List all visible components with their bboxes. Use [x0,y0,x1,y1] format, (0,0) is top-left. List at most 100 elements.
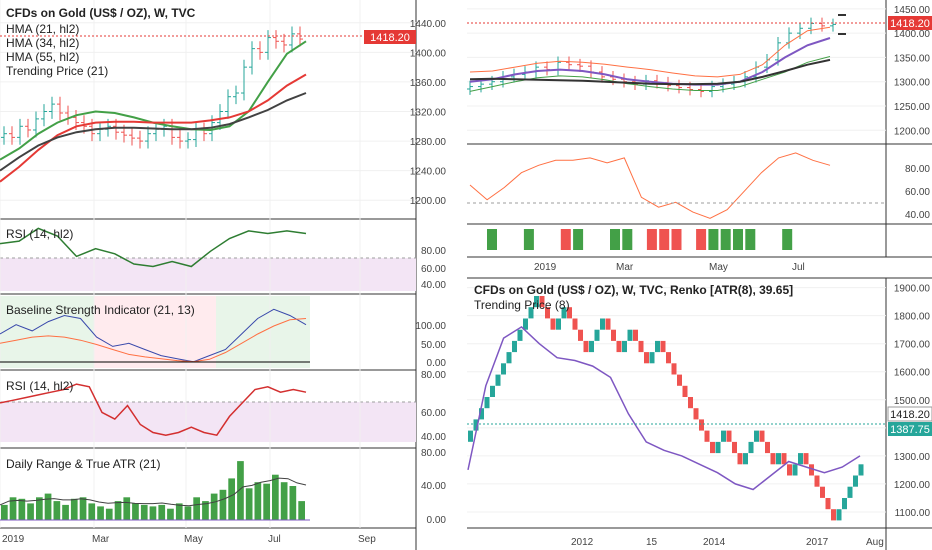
rsi1-tick: 40.00 [421,280,446,291]
renko-brick [561,307,567,319]
atr-bar [193,497,200,520]
rb-last-text: 1418.20 [890,409,930,421]
renko-brick [770,453,776,465]
left-price-axis: 1440.00 1400.00 1360.00 1320.00 1280.00 1240.… [410,19,447,526]
price-tick-label: 1200.00 [410,196,447,207]
renko-brick [677,374,682,386]
rt-dark-line [469,58,831,86]
legend-hma34: HMA (34, hl2) [6,36,79,50]
atr-bar [62,504,69,520]
renko-brick [589,340,594,353]
atr-bar [219,489,227,520]
renko-bricks [468,296,864,521]
time-tick: Mar [92,534,110,545]
atr-label: Daily Range & True ATR (21) [6,457,161,471]
renko-brick [715,441,721,454]
rsi2-tick: 40.00 [421,432,446,443]
price-tick-label: 1440.00 [410,19,447,30]
rsi2-line [0,383,307,437]
price-tick-label: 1700.00 [894,340,931,351]
rb-price-axis: 1900.001800.001700.001600.001500.001400.… [894,284,931,519]
atr-bar [105,508,113,520]
atr-bar [97,506,104,520]
hist-bar [708,229,719,250]
renko-brick [517,329,523,341]
rsi1-tick: 80.00 [421,246,446,257]
renko-brick [649,352,655,364]
renko-brick [578,329,583,341]
time-tick: Jul [268,534,281,545]
hist-bar [782,229,793,250]
price-tick-label: 1100.00 [895,508,931,519]
bsi-orange-line [0,318,307,363]
bsi-tick: 100.00 [415,321,446,332]
atr-bar [149,506,157,520]
price-tick-label: 1800.00 [894,312,931,323]
atr-bar [298,501,305,520]
atr-bar [167,508,174,520]
renko-brick [622,340,627,353]
atr-bar [263,483,270,520]
right-top-panel: 1450.00 1400.00 1350.00 1300.00 1250.00 1200.… [467,0,932,273]
renko-brick [842,498,847,510]
renko-brick [550,318,556,330]
renko-brick [594,329,600,341]
atr-tick: 40.00 [421,481,446,492]
time-tick: Aug [866,537,884,548]
atr-bar [210,493,218,520]
renko-brick [682,385,688,397]
price-tick-label: 1500.00 [894,396,931,407]
renko-brick [693,408,699,420]
renko-brick [671,363,677,375]
renko-brick [616,340,622,353]
rsi2-tick: 60.00 [421,408,446,419]
renko-brick [781,453,787,465]
rt-histogram [487,229,793,250]
renko-brick [710,441,715,454]
renko-brick [627,329,633,341]
renko-brick [748,441,754,454]
hist-bar [733,229,743,250]
atr-bar [18,498,26,520]
atr-bar [79,497,87,520]
atr-bar [36,497,43,520]
price-tick-label: 1400.00 [410,48,447,59]
price-tick-label: 1320.00 [410,108,447,119]
renko-brick [611,329,616,341]
renko-brick [534,296,539,308]
renko-brick [765,441,770,454]
price-tick-label: 1900.00 [894,284,931,295]
renko-brick [847,486,853,498]
hist-bar [560,229,571,250]
time-tick: 2017 [806,537,829,548]
rsi1-label: RSI (14, hl2) [6,227,73,241]
renko-brick [666,352,671,364]
renko-brick [501,363,506,375]
renko-brick [468,430,473,442]
renko-brick [605,318,611,330]
atr-bars [1,461,305,520]
legend-hma55: HMA (55, hl2) [6,50,79,64]
price-tick-label: 1200.00 [894,126,931,137]
atr-bar [254,482,262,520]
renko-brick [809,464,814,476]
renko-brick [583,340,589,353]
renko-brick [743,453,748,465]
atr-bar [175,503,183,520]
bsi-tick: 0.00 [427,358,447,369]
hma-55-line [0,92,307,172]
rt-price-axis: 1450.00 1400.00 1350.00 1300.00 1250.00 1200.… [894,5,931,221]
atr-bar [114,501,122,520]
bsi-tick: 50.00 [421,340,446,351]
legend-trending: Trending Price (21) [6,64,108,78]
atr-bar [132,503,139,520]
bsi-label: Baseline Strength Indicator (21, 13) [6,303,195,317]
renko-brick [759,430,765,442]
hist-bar [745,229,756,250]
renko-brick [660,340,666,353]
time-tick: Jul [792,262,805,273]
atr-bar [184,506,192,520]
hist-bar [659,229,670,250]
left-title: CFDs on Gold (US$ / OZ), W, TVC [6,6,196,20]
rt-orange-line [469,26,831,78]
